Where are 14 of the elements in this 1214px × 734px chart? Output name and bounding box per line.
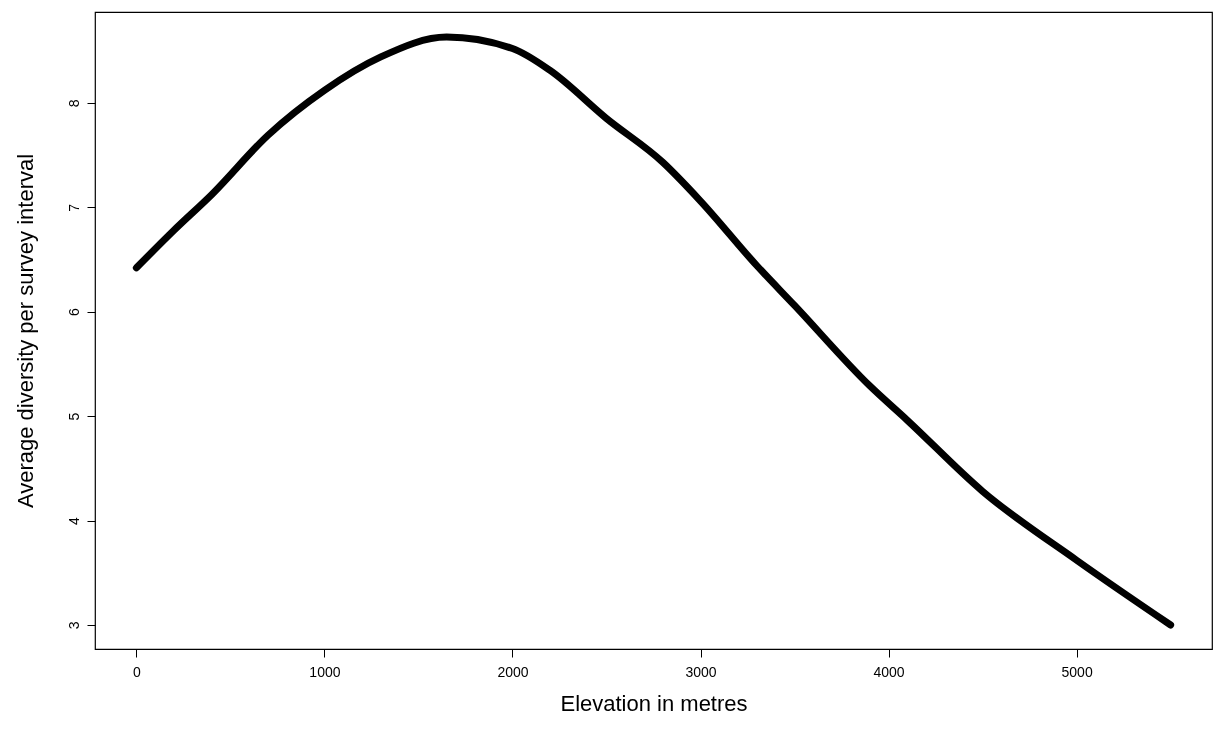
y-tick-label: 5 (65, 412, 82, 421)
y-axis-title: Average diversity per survey interval (12, 153, 38, 509)
x-tick-label: 5000 (1061, 663, 1093, 680)
x-tick-label: 0 (132, 663, 141, 680)
x-tick-label: 1000 (309, 663, 341, 680)
x-tick-label: 3000 (685, 663, 717, 680)
y-tick-label: 7 (65, 203, 82, 212)
x-tick-label: 4000 (873, 663, 905, 680)
x-axis-title: Elevation in metres (560, 690, 748, 716)
y-tick-label: 4 (65, 516, 82, 525)
y-tick-label: 6 (65, 308, 82, 317)
x-tick-label: 2000 (497, 663, 529, 680)
y-tick-label: 3 (65, 621, 82, 630)
y-tick-label: 8 (65, 99, 82, 108)
